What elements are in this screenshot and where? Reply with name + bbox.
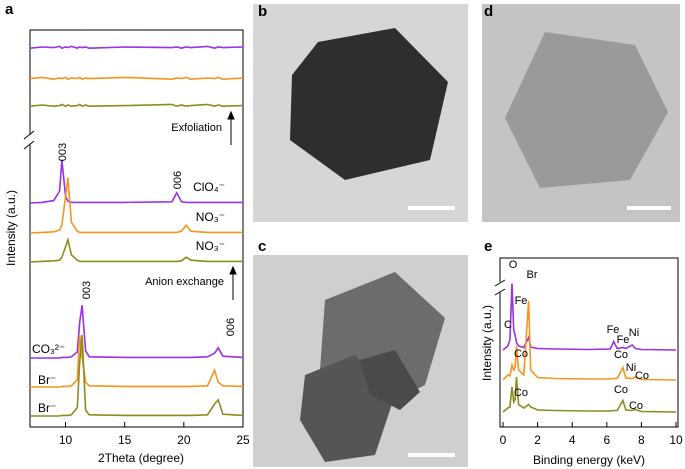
annotation: Co <box>514 348 528 360</box>
annotation: Anion exchange <box>145 276 224 288</box>
annotation: 006 <box>225 318 237 336</box>
series-label: ClO₄⁻ <box>193 180 225 194</box>
annotation: Fe <box>515 295 528 307</box>
tem-image-c <box>253 255 468 467</box>
annotation: 006 <box>172 171 184 189</box>
x-tick-label: 6 <box>603 433 610 447</box>
x-tick-label: 10 <box>669 433 683 447</box>
panel-label: a <box>5 1 14 18</box>
annotation: Co <box>514 387 528 399</box>
x-tick-label: 20 <box>177 433 191 447</box>
spectrum-line <box>30 334 244 388</box>
spectrum-line <box>29 177 243 234</box>
panel-label: c <box>258 238 266 255</box>
spectrum-line <box>30 334 244 417</box>
annotation: Br <box>527 269 538 281</box>
annotation: Co <box>614 349 628 361</box>
annotation: C <box>504 319 512 331</box>
annotation: Ni <box>626 362 636 374</box>
spectrum-line <box>502 283 677 351</box>
series-label: NO₃⁻ <box>196 239 225 253</box>
annotation: Fe <box>607 324 620 336</box>
series-label: Br⁻ <box>38 373 56 387</box>
x-tick-label: 15 <box>118 433 132 447</box>
spectrum-line <box>502 300 677 381</box>
y-axis-label: Intensity (a.u.) <box>480 305 494 381</box>
tem-image-b <box>253 4 468 222</box>
tem-image-d <box>482 4 680 222</box>
panel-label: d <box>484 3 493 20</box>
x-tick-label: 8 <box>638 433 645 447</box>
annotation: Co <box>629 400 643 412</box>
spectrum-line <box>30 305 244 359</box>
spectrum-line <box>29 236 243 263</box>
spectrum-line <box>29 45 244 50</box>
spectrum-line <box>29 159 243 204</box>
panel-label: e <box>484 238 492 255</box>
frame-e <box>494 257 679 428</box>
spectrum-line <box>29 103 244 108</box>
x-tick-label: 25 <box>236 433 250 447</box>
frame-a <box>23 29 244 428</box>
series-label: NO₃⁻ <box>196 210 225 224</box>
annotation: 003 <box>57 143 69 161</box>
annotation: Co <box>614 384 628 396</box>
annotation: 003 <box>81 281 93 299</box>
x-tick-label: 10 <box>59 433 73 447</box>
x-tick-label: 2 <box>534 433 541 447</box>
series-label: CO₃²⁻ <box>32 342 65 356</box>
x-axis-label: 2Theta (degree) <box>98 451 184 465</box>
annotation: Fe <box>617 334 630 346</box>
annotation: Ni <box>629 327 639 339</box>
annotation: Co <box>635 370 649 382</box>
x-tick-label: 4 <box>569 433 576 447</box>
annotation: O <box>509 259 518 271</box>
x-axis-label: Binding energy (keV) <box>533 453 645 467</box>
annotation: Exfoliation <box>171 122 222 134</box>
y-axis-label: Intensity (a.u.) <box>4 190 18 266</box>
x-tick-label: 0 <box>500 433 507 447</box>
panel-label: b <box>258 3 267 20</box>
spectrum-line <box>502 376 677 413</box>
series-label: Br⁻ <box>38 401 56 415</box>
spectrum-line <box>29 76 244 81</box>
